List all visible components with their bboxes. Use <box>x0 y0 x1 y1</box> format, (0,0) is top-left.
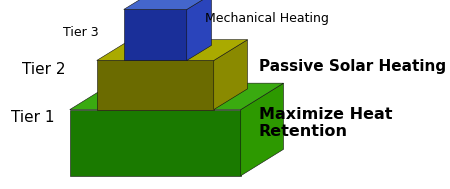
Polygon shape <box>70 110 241 176</box>
Polygon shape <box>97 40 248 60</box>
Text: Mechanical Heating: Mechanical Heating <box>205 12 328 25</box>
Polygon shape <box>124 9 187 60</box>
Text: Maximize Heat
Retention: Maximize Heat Retention <box>259 107 392 139</box>
Text: Tier 3: Tier 3 <box>63 26 99 39</box>
Polygon shape <box>241 83 284 176</box>
Text: Passive Solar Heating: Passive Solar Heating <box>259 59 446 74</box>
Polygon shape <box>70 83 284 110</box>
Polygon shape <box>97 60 214 110</box>
Text: Tier 1: Tier 1 <box>11 110 55 125</box>
Text: Tier 2: Tier 2 <box>22 62 65 77</box>
Polygon shape <box>124 0 212 9</box>
Polygon shape <box>214 40 248 110</box>
Polygon shape <box>187 0 212 60</box>
